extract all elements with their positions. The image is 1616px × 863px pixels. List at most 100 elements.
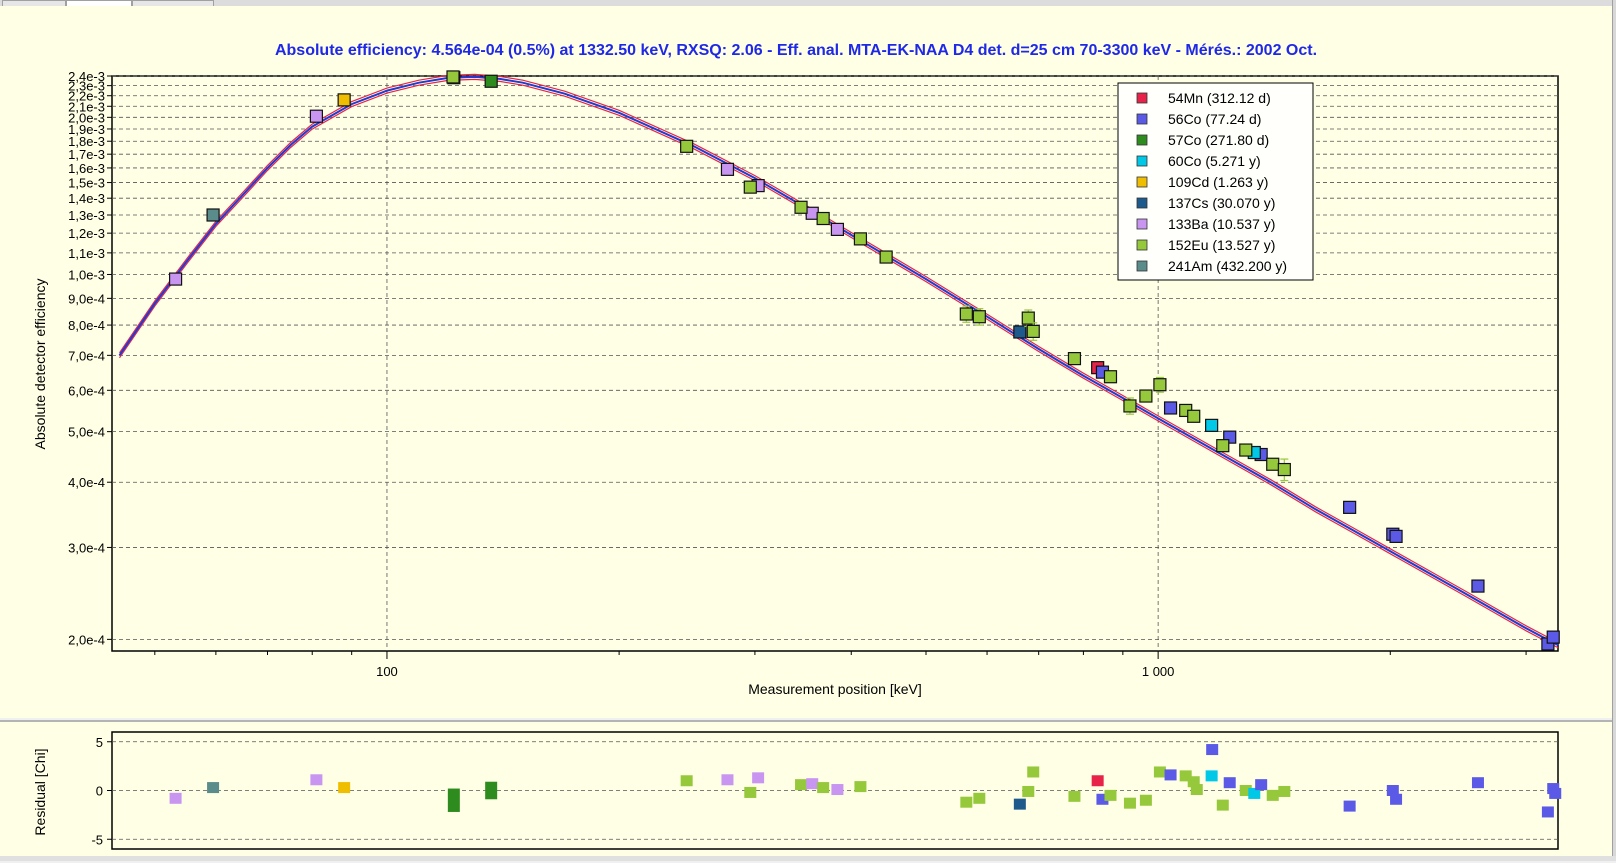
residual-y-tick-label: 0 <box>96 784 103 799</box>
data-point <box>972 310 986 324</box>
legend-label: 241Am (432.200 y) <box>1168 258 1287 274</box>
residual-point <box>485 781 498 800</box>
y-tick-label: 1,7e-3 <box>68 147 105 162</box>
residual-point <box>1013 798 1026 810</box>
y-tick-label: 1,4e-3 <box>68 191 105 206</box>
tab-3[interactable] <box>132 0 214 6</box>
data-point <box>1153 378 1167 392</box>
legend-label: 109Cd (1.263 y) <box>1168 174 1268 190</box>
x-tick-label: 100 <box>376 664 398 679</box>
status-strip <box>0 856 1616 861</box>
y-tick-label: 1,0e-3 <box>68 267 105 282</box>
tab-2[interactable] <box>66 0 132 6</box>
fit-curves <box>118 73 1559 649</box>
residual-point <box>1153 766 1166 778</box>
residual-point <box>1123 797 1136 809</box>
data-point <box>1021 311 1035 325</box>
residual-point <box>721 774 734 786</box>
data-point <box>794 200 808 214</box>
legend-label: 152Eu (13.527 y) <box>1168 237 1275 253</box>
efficiency-chart: Absolute efficiency: 4.564e-04 (0.5%) at… <box>32 42 1560 697</box>
data-point <box>484 74 498 88</box>
data-point <box>1239 443 1253 457</box>
residual-point <box>1205 770 1218 782</box>
residual-point <box>207 782 220 794</box>
data-point <box>805 206 819 220</box>
residual-chart-panel: 5 0 -5 Residual [Chi] <box>0 720 1612 858</box>
legend-label: 137Cs (30.070 y) <box>1168 195 1275 211</box>
residual-y-tick-label: -5 <box>91 832 103 847</box>
data-point <box>1103 370 1118 384</box>
residual-point <box>1386 785 1399 796</box>
data-point <box>446 70 460 84</box>
data-point <box>1277 462 1291 477</box>
residual-point <box>1471 777 1484 789</box>
data-point <box>1067 352 1082 366</box>
residual-point <box>1068 790 1081 802</box>
residual-point <box>1206 744 1219 756</box>
data-point <box>1026 324 1040 338</box>
y-tick-label: 9,0e-4 <box>68 291 105 306</box>
y-tick-label: 2,4e-3 <box>68 69 105 84</box>
window-right-edge <box>1612 0 1616 861</box>
residual-point <box>1027 766 1040 778</box>
data-point <box>959 307 973 321</box>
residual-point <box>806 778 819 790</box>
residual-point <box>1255 779 1268 791</box>
y-tick-label: 1,1e-3 <box>68 246 105 261</box>
legend-label: 54Mn (312.12 d) <box>1168 90 1271 106</box>
legend-label: 60Co (5.271 y) <box>1168 153 1261 169</box>
legend-label: 57Co (271.80 d) <box>1168 132 1269 148</box>
data-point <box>206 208 220 222</box>
residual-point <box>973 792 986 804</box>
data-points <box>168 70 1560 651</box>
residual-point <box>169 792 182 804</box>
y-tick-label: 2,3e-3 <box>68 79 105 94</box>
data-point <box>1013 325 1027 339</box>
legend-label: 56Co (77.24 d) <box>1168 111 1261 127</box>
fit-curve <box>118 75 1559 646</box>
residual-point <box>1187 776 1200 788</box>
residual-y-axis-label: Residual [Chi] <box>32 748 48 835</box>
legend-swatch <box>1136 134 1148 146</box>
data-point <box>680 139 694 153</box>
legend-swatch <box>1136 176 1148 188</box>
data-point <box>1266 457 1280 471</box>
data-point <box>816 211 830 226</box>
y-axis-ticks: 2,4e-32,3e-32,2e-32,1e-32,0e-31,9e-31,8e… <box>68 69 112 647</box>
data-point <box>830 222 845 237</box>
data-point <box>1123 399 1137 413</box>
data-point <box>1187 409 1201 423</box>
tab-1[interactable] <box>2 0 66 6</box>
residual-y-ticks: 5 0 -5 <box>91 735 112 847</box>
data-point <box>1205 418 1219 432</box>
data-point <box>309 109 323 123</box>
legend-swatch <box>1136 113 1148 125</box>
x-axis-ticks: 100 1 000 <box>154 651 1527 679</box>
residual-point <box>1278 785 1291 797</box>
residual-point <box>1541 806 1554 818</box>
residual-point <box>854 781 867 793</box>
residual-point <box>795 779 808 791</box>
y-tick-label: 1,3e-3 <box>68 208 105 223</box>
fit-curve-lower <box>119 73 1559 644</box>
legend-swatch <box>1136 197 1148 209</box>
grid-lines <box>112 75 1558 651</box>
data-point <box>853 232 868 246</box>
chart-title: Absolute efficiency: 4.564e-04 (0.5%) at… <box>275 42 1317 59</box>
legend-label: 133Ba (10.537 y) <box>1168 216 1275 232</box>
data-point <box>1471 579 1485 593</box>
efficiency-chart-panel: Absolute efficiency: 4.564e-04 (0.5%) at… <box>0 6 1612 718</box>
data-point <box>1389 529 1403 543</box>
fit-curve-upper <box>119 78 1559 649</box>
data-point <box>1163 401 1178 415</box>
residual-chart: 5 0 -5 Residual [Chi] <box>32 731 1562 850</box>
residual-point <box>1390 793 1403 805</box>
data-point <box>1546 630 1560 644</box>
residual-point <box>1139 794 1152 806</box>
y-tick-label: 5,0e-4 <box>68 425 105 440</box>
residual-point <box>1096 793 1109 805</box>
residual-point <box>1104 789 1117 801</box>
data-point <box>879 250 893 264</box>
residual-point <box>1239 785 1252 796</box>
